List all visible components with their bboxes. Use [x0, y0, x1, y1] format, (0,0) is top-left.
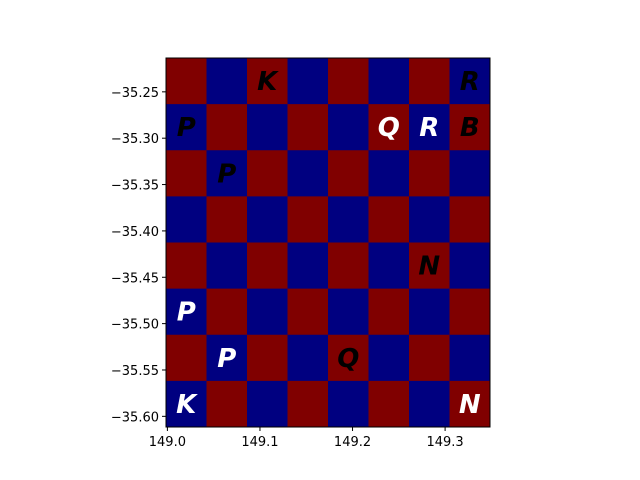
board-square: [328, 381, 369, 428]
chess-piece: R: [419, 113, 439, 143]
board-square: [328, 58, 369, 105]
board-square: [288, 335, 329, 382]
board-square: [288, 289, 329, 336]
chess-piece: K: [257, 67, 279, 97]
y-tick-label: −35.55: [111, 364, 159, 379]
board-square: [247, 196, 288, 243]
board-square: [409, 58, 450, 105]
chess-piece: P: [217, 344, 236, 374]
board-square: [369, 335, 410, 382]
y-tick-label: −35.40: [111, 225, 159, 240]
board-square: [166, 196, 207, 243]
board-square: [328, 196, 369, 243]
board-square: [247, 150, 288, 197]
chess-piece: N: [418, 252, 440, 282]
board-square: [369, 289, 410, 336]
board-square: [369, 243, 410, 290]
board-square: [247, 104, 288, 151]
x-tick-label: 149.3: [426, 435, 463, 450]
board-square: [328, 243, 369, 290]
chess-piece: R: [460, 67, 480, 97]
board-square: [247, 243, 288, 290]
board-square: [409, 289, 450, 336]
board-square: [450, 243, 491, 290]
board-square: [247, 381, 288, 428]
chess-piece: P: [177, 298, 196, 328]
board-square: [409, 335, 450, 382]
board-square: [369, 150, 410, 197]
board-square: [328, 150, 369, 197]
board-square: [288, 381, 329, 428]
board-square: [409, 150, 450, 197]
board-square: [166, 243, 207, 290]
board-square: [450, 196, 491, 243]
board-square: [207, 104, 248, 151]
y-tick-label: −35.60: [111, 410, 159, 425]
y-tick-label: −35.50: [111, 318, 159, 333]
board-square: [166, 150, 207, 197]
board-square: [369, 58, 410, 105]
y-tick-label: −35.45: [111, 271, 159, 286]
board-square: [328, 104, 369, 151]
board-square: [369, 381, 410, 428]
board-square: [288, 150, 329, 197]
chess-piece: N: [459, 390, 481, 420]
board-square: [288, 58, 329, 105]
board-square: [166, 58, 207, 105]
x-tick-label: 149.2: [334, 435, 371, 450]
board-square: [207, 243, 248, 290]
x-tick-label: 149.0: [149, 435, 186, 450]
board-square: [207, 58, 248, 105]
board-square: [207, 381, 248, 428]
board-square: [247, 335, 288, 382]
y-tick-label: −35.30: [111, 132, 159, 147]
board-square: [450, 289, 491, 336]
board-square: [328, 289, 369, 336]
board-square: [450, 335, 491, 382]
board-square: [247, 289, 288, 336]
board-square: [409, 196, 450, 243]
board-squares: [166, 58, 491, 428]
y-tick-label: −35.25: [111, 86, 159, 101]
chess-piece: K: [176, 390, 198, 420]
board-square: [166, 335, 207, 382]
chess-piece: Q: [337, 344, 359, 374]
chess-piece: P: [177, 113, 196, 143]
chess-piece: P: [217, 159, 236, 189]
board-square: [409, 381, 450, 428]
board-square: [450, 150, 491, 197]
chess-piece: B: [460, 113, 480, 143]
y-tick-label: −35.35: [111, 179, 159, 194]
board-square: [288, 196, 329, 243]
x-tick-label: 149.1: [241, 435, 278, 450]
board-square: [288, 104, 329, 151]
board-square: [369, 196, 410, 243]
board-square: [207, 289, 248, 336]
chess-piece: Q: [378, 113, 400, 143]
board-square: [288, 243, 329, 290]
board-square: [207, 196, 248, 243]
